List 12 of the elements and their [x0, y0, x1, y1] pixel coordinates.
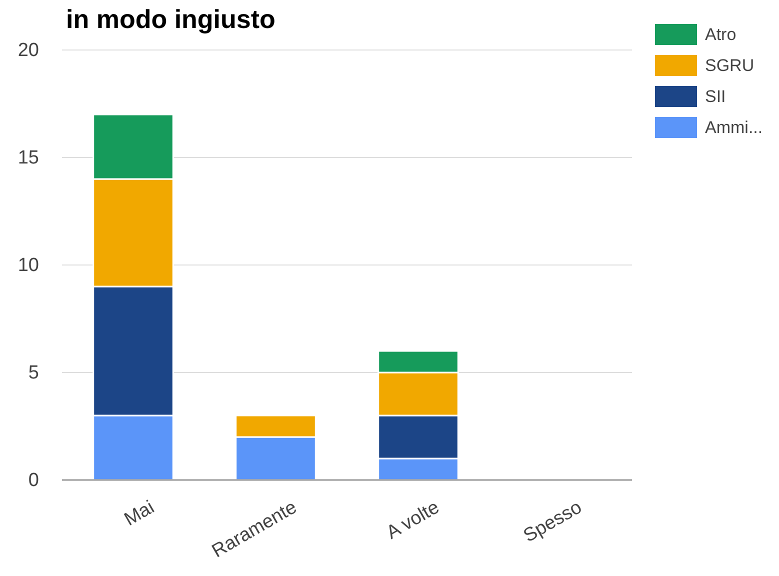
- legend-label: SII: [705, 87, 726, 106]
- y-tick-label: 10: [18, 255, 39, 276]
- x-tick-label: A volte: [383, 496, 443, 544]
- y-tick-label: 15: [18, 148, 39, 169]
- y-tick-label: 0: [28, 470, 39, 492]
- x-tick-label: Mai: [120, 496, 158, 530]
- chart-title: in modo ingiusto: [66, 4, 276, 34]
- y-tick-label: 5: [28, 362, 39, 384]
- y-tick-label: 20: [18, 40, 39, 62]
- legend-label: SGRU: [705, 56, 754, 75]
- legend-label: Ammi...: [705, 118, 763, 137]
- legend-label: Atro: [705, 25, 736, 44]
